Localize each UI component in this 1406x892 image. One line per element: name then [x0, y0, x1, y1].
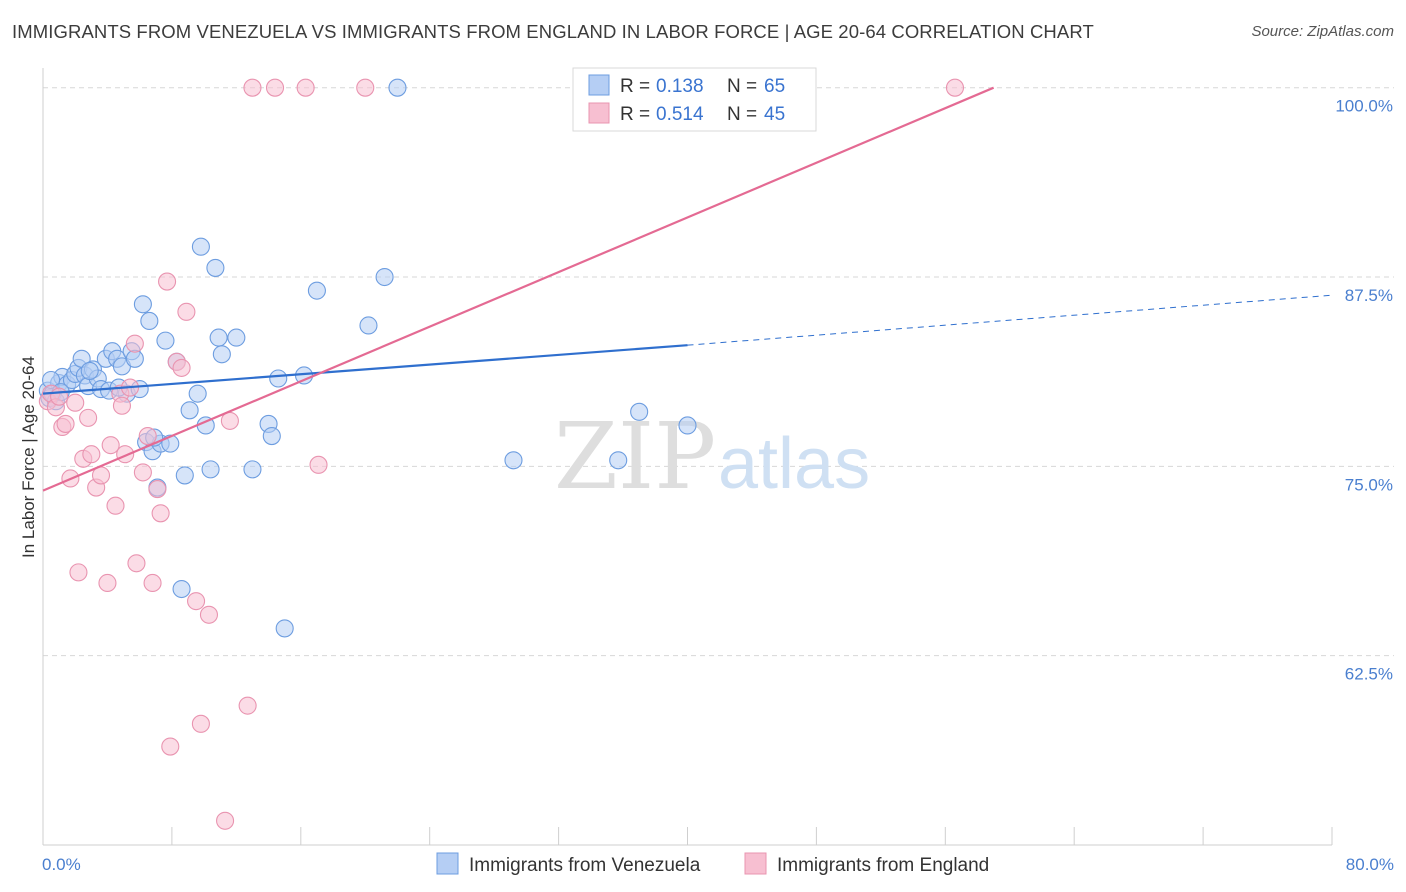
england-point: [143, 573, 162, 593]
legend-n-label-venezuela: N =: [727, 76, 757, 97]
venezuela-point: [201, 460, 220, 479]
venezuela-point: [80, 361, 99, 380]
venezuela-point: [504, 451, 523, 470]
legend-n-value-england: 45: [764, 104, 785, 125]
venezuela-point: [262, 427, 281, 446]
england-point: [127, 554, 146, 573]
england-point: [187, 592, 206, 611]
legend-r-value-venezuela: 0.138: [656, 76, 704, 97]
venezuela-point: [630, 402, 649, 421]
x-tick-label: 80.0%: [1346, 855, 1394, 874]
venezuela-point: [172, 579, 191, 599]
england-point: [112, 396, 132, 415]
england-point: [243, 78, 262, 97]
y-tick-label: 100.0%: [1335, 97, 1393, 116]
venezuela-point: [206, 258, 225, 277]
venezuela-point: [209, 328, 228, 347]
england-point: [106, 496, 125, 515]
watermark-atlas: atlas: [718, 424, 870, 504]
venezuela-point: [307, 281, 326, 300]
england-point: [177, 302, 196, 321]
england-point: [199, 605, 219, 624]
england-point: [133, 463, 152, 482]
trend-lines: [42, 86, 1333, 492]
england-point: [296, 78, 315, 97]
venezuela-point: [125, 349, 144, 368]
legend-r-label-venezuela: R =: [620, 76, 650, 97]
england-point: [151, 504, 170, 523]
england-point: [79, 408, 98, 427]
venezuela-trend-line: [42, 344, 688, 395]
venezuela-point: [156, 331, 175, 350]
legend-r-value-england: 0.514: [656, 104, 704, 125]
england-point: [191, 714, 210, 733]
y-tick-label: 87.5%: [1345, 286, 1393, 305]
y-axis-title: In Labor Force | Age 20-64: [19, 356, 38, 558]
england-point: [172, 358, 191, 377]
x-tick-labels: 0.0% 80.0%: [42, 855, 1394, 874]
venezuela-point: [227, 328, 246, 347]
england-point: [125, 334, 144, 353]
england-point: [66, 393, 85, 412]
legend-n-label-england: N =: [727, 104, 757, 125]
legend-swatch-england: [588, 102, 610, 124]
y-tick-label: 62.5%: [1345, 665, 1393, 684]
england-point: [309, 455, 328, 474]
venezuela-point: [212, 345, 231, 364]
y-tick-labels: 100.0% 87.5% 75.0% 62.5%: [1335, 97, 1393, 684]
venezuela-point: [243, 460, 262, 479]
bottom-legend-label-england: Immigrants from England: [777, 855, 989, 876]
england-point: [238, 696, 257, 715]
watermark: ZIP atlas: [554, 403, 870, 510]
bottom-legend-swatch-venezuela: [436, 852, 459, 875]
source-credit: Source: ZipAtlas.com: [1251, 23, 1394, 40]
england-point: [50, 387, 69, 406]
venezuela-point: [180, 401, 199, 420]
england-point: [98, 573, 117, 593]
venezuela-point: [175, 466, 194, 485]
venezuela-point: [269, 369, 288, 388]
england-point: [945, 78, 965, 97]
england-point: [138, 427, 157, 446]
bottom-legend-label-venezuela: Immigrants from Venezuela: [469, 855, 701, 876]
y-tick-label: 75.0%: [1345, 475, 1393, 494]
england-point: [69, 563, 88, 582]
england-point: [82, 445, 101, 464]
legend: R = 0.138 N = 65 R = 0.514 N = 45: [572, 67, 817, 132]
venezuela-point: [359, 316, 378, 335]
venezuela-point: [140, 311, 159, 330]
bottom-legend: Immigrants from Venezuela Immigrants fro…: [436, 852, 989, 876]
venezuela-point: [388, 78, 407, 97]
venezuela-point: [678, 416, 697, 435]
england-point: [148, 480, 167, 499]
england-point: [158, 272, 177, 291]
venezuela-point: [188, 384, 207, 403]
england-point: [56, 414, 75, 433]
venezuela-point: [609, 451, 628, 470]
legend-n-value-venezuela: 65: [764, 76, 785, 97]
england-point: [356, 78, 375, 97]
england-point: [265, 78, 285, 97]
legend-r-label-england: R =: [620, 104, 650, 125]
england-point: [161, 737, 180, 756]
venezuela-point: [191, 237, 210, 256]
axes: [42, 68, 1332, 846]
venezuela-trend-extension: [687, 294, 1333, 346]
x-tick-label: 0.0%: [42, 855, 81, 874]
venezuela-point: [275, 619, 294, 638]
venezuela-point: [375, 267, 394, 287]
england-point: [216, 811, 235, 830]
venezuela-point: [133, 295, 152, 314]
england-point: [101, 436, 120, 455]
legend-box: [572, 67, 817, 132]
legend-swatch-venezuela: [588, 74, 610, 96]
england-trend-line: [42, 86, 995, 492]
chart-title: IMMIGRANTS FROM VENEZUELA VS IMMIGRANTS …: [12, 21, 1094, 42]
bottom-legend-swatch-england: [744, 852, 767, 875]
